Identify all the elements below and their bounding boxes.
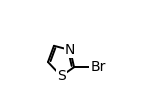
Text: S: S — [57, 69, 66, 83]
Text: Br: Br — [90, 60, 106, 74]
Text: N: N — [65, 43, 75, 57]
